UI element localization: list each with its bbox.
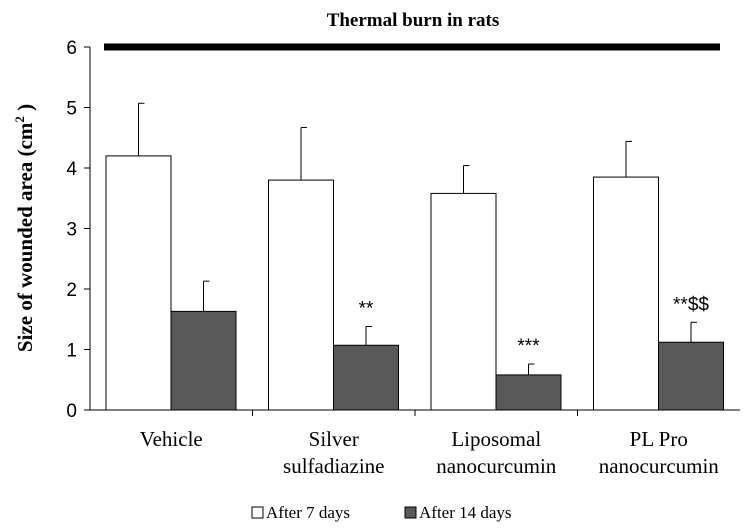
y-axis-label-close: ) bbox=[13, 104, 37, 116]
legend: After 7 days After 14 days bbox=[251, 503, 512, 522]
bar bbox=[430, 192, 497, 411]
chart-title: Thermal burn in rats bbox=[327, 10, 500, 31]
x-tick-label: nanocurcumin bbox=[599, 454, 720, 478]
bars-group: *******$$ bbox=[105, 102, 724, 411]
x-tick-label: PL Pro bbox=[630, 427, 688, 451]
y-tick-label: 0 bbox=[66, 401, 77, 422]
y-tick-label: 5 bbox=[66, 99, 77, 120]
y-tick-label: 1 bbox=[66, 341, 77, 362]
legend-swatch bbox=[251, 506, 264, 519]
significance-annotation: ** bbox=[359, 299, 374, 320]
y-tick-label: 2 bbox=[66, 280, 77, 301]
y-tick-label: 4 bbox=[66, 159, 77, 180]
bar bbox=[593, 176, 659, 411]
legend-swatch bbox=[404, 506, 417, 519]
significance-annotation: *** bbox=[517, 336, 540, 357]
y-axis-label-main: Size of wounded area (cm bbox=[13, 122, 37, 352]
x-tick-label: Silver bbox=[309, 427, 359, 451]
y-axis-label: Size of wounded area (cm2 ) bbox=[12, 104, 37, 352]
bar bbox=[170, 310, 237, 411]
legend-label: After 7 days bbox=[266, 503, 350, 522]
bar bbox=[658, 341, 724, 411]
bar bbox=[105, 155, 172, 411]
x-tick-label: Liposomal bbox=[451, 427, 541, 451]
y-tick-label: 6 bbox=[66, 38, 77, 59]
bar bbox=[495, 374, 562, 411]
x-tick-label: Vehicle bbox=[140, 427, 203, 451]
y-tick-label: 3 bbox=[66, 220, 77, 241]
x-tick-label: nanocurcumin bbox=[436, 454, 557, 478]
y-axis-label-sup: 2 bbox=[12, 116, 27, 123]
x-tick-label: sulfadiazine bbox=[283, 454, 384, 478]
legend-label: After 14 days bbox=[419, 503, 512, 522]
bar bbox=[268, 179, 334, 411]
x-labels-group: Vehicle Silver sulfadiazine Liposomal nanocu… bbox=[140, 427, 720, 478]
significance-annotation: **$$ bbox=[673, 294, 709, 315]
bar bbox=[333, 344, 399, 411]
